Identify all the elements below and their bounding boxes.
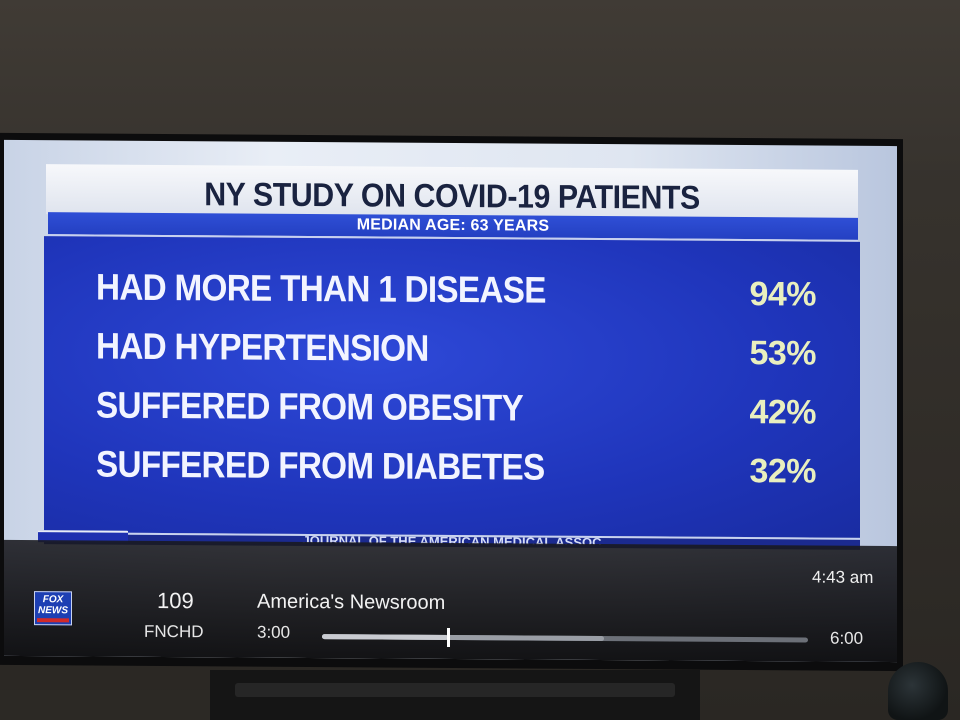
- logo-text-top: FOX: [42, 594, 64, 606]
- graphic-title: NY STUDY ON COVID-19 PATIENTS: [204, 175, 700, 216]
- clock: 4:43 am: [812, 567, 874, 587]
- program-start-time: 3:00: [257, 622, 291, 642]
- stat-value: 53%: [749, 334, 816, 373]
- stat-list: HAD MORE THAN 1 DISEASE 94% HAD HYPERTEN…: [96, 267, 816, 508]
- stat-value: 42%: [749, 393, 816, 432]
- channel-name: FNCHD: [144, 621, 204, 642]
- progress-handle[interactable]: [447, 627, 451, 647]
- stat-value: 32%: [749, 452, 816, 491]
- logo-text-bottom: NEWS: [38, 605, 68, 617]
- guide-overlay: [4, 539, 897, 663]
- stat-row: HAD MORE THAN 1 DISEASE 94%: [96, 267, 816, 331]
- program-end-time: 6:00: [830, 628, 864, 648]
- television: NY STUDY ON COVID-19 PATIENTS MEDIAN AGE…: [0, 132, 903, 672]
- stat-label: SUFFERED FROM DIABETES: [96, 443, 545, 488]
- stand-slot: [235, 683, 675, 697]
- floor-left: [0, 690, 210, 720]
- logo-stripe: [37, 618, 69, 623]
- stat-label: HAD MORE THAN 1 DISEASE: [96, 266, 546, 311]
- stat-row: SUFFERED FROM DIABETES 32%: [96, 444, 816, 508]
- channel-number: 109: [157, 587, 194, 614]
- stat-row: HAD HYPERTENSION 53%: [96, 326, 816, 390]
- stat-row: SUFFERED FROM OBESITY 42%: [96, 385, 816, 449]
- stat-label: SUFFERED FROM OBESITY: [96, 384, 524, 429]
- speaker: [888, 662, 948, 720]
- fox-news-logo-icon: FOX NEWS: [34, 591, 72, 626]
- stat-label: HAD HYPERTENSION: [96, 325, 429, 369]
- stat-value: 94%: [749, 275, 816, 314]
- progress-fill: [322, 634, 449, 640]
- program-title: America's Newsroom: [257, 590, 446, 614]
- tv-screen: NY STUDY ON COVID-19 PATIENTS MEDIAN AGE…: [4, 139, 897, 663]
